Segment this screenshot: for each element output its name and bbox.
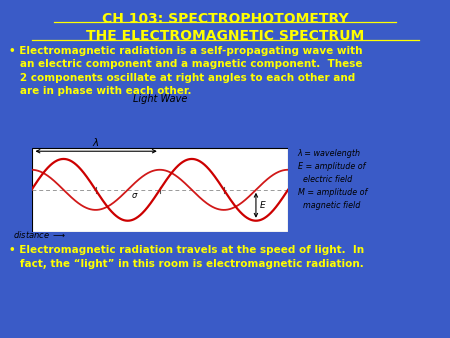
Text: • Electromagnetic radiation travels at the speed of light.  In
   fact, the “lig: • Electromagnetic radiation travels at t… <box>9 245 364 269</box>
Text: λ = wavelength
E = amplitude of
  electric field
M = amplitude of
  magnetic fie: λ = wavelength E = amplitude of electric… <box>297 149 367 210</box>
Text: • Electromagnetic radiation is a self-propagating wave with
   an electric compo: • Electromagnetic radiation is a self-pr… <box>9 46 363 96</box>
Text: $\lambda$: $\lambda$ <box>92 136 99 148</box>
FancyBboxPatch shape <box>32 148 288 232</box>
Text: E: E <box>260 201 266 210</box>
Text: CH 103: SPECTROPHOTOMETRY: CH 103: SPECTROPHOTOMETRY <box>102 12 348 26</box>
Text: THE ELECTROMAGNETIC SPECTRUM: THE ELECTROMAGNETIC SPECTRUM <box>86 29 364 43</box>
Text: $\sigma$: $\sigma$ <box>131 191 138 200</box>
Text: distance $\longrightarrow$: distance $\longrightarrow$ <box>14 230 67 240</box>
Text: Light Wave: Light Wave <box>133 94 187 104</box>
